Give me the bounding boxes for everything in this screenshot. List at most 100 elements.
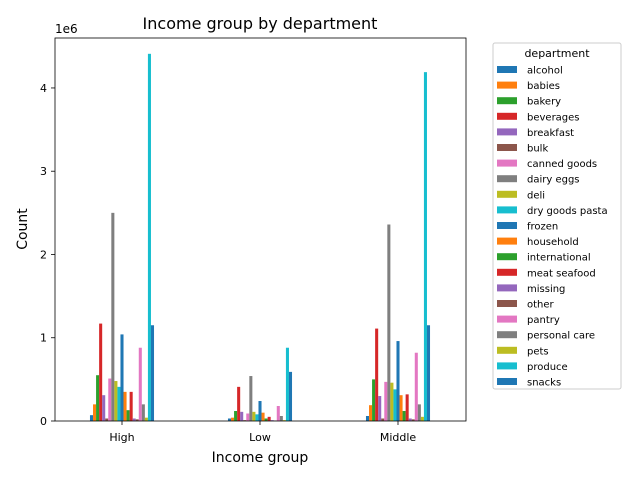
bar — [258, 401, 262, 421]
bar — [279, 416, 283, 421]
bars-group — [89, 53, 431, 421]
legend-swatch — [497, 253, 517, 261]
x-tick-label: High — [109, 431, 134, 444]
legend-swatch — [497, 284, 517, 292]
legend-label: breakfast — [527, 128, 574, 139]
legend-label: missing — [527, 284, 565, 295]
legend-item: frozen — [497, 222, 558, 233]
legend: department alcohol babies bakery beverages b… — [492, 42, 622, 390]
bar — [141, 404, 145, 421]
x-axis-label: Income group — [212, 450, 309, 466]
bar — [375, 328, 379, 421]
legend-swatch — [497, 175, 517, 183]
legend-title: department — [524, 47, 590, 60]
chart-title: Income group by department — [143, 14, 378, 33]
legend-label: bulk — [527, 144, 548, 155]
bar — [390, 382, 394, 421]
bar — [114, 381, 118, 421]
x-tick-label: Low — [249, 431, 271, 444]
bar — [132, 418, 136, 421]
bar — [150, 325, 155, 421]
bar — [105, 418, 109, 421]
bar — [267, 416, 271, 421]
legend-item: beverages — [497, 112, 580, 123]
legend-swatch — [497, 97, 517, 105]
bar — [393, 389, 397, 421]
bar — [414, 352, 418, 421]
legend-item: pets — [497, 346, 549, 357]
bar — [399, 395, 403, 421]
bar — [252, 411, 256, 421]
legend-item: produce — [497, 362, 568, 373]
bar — [231, 417, 235, 421]
bar — [99, 323, 103, 421]
bar — [138, 347, 142, 421]
legend-label: canned goods — [527, 159, 597, 170]
bar — [246, 413, 250, 421]
legend-label: dairy eggs — [527, 175, 580, 186]
bar — [240, 411, 244, 421]
legend-swatch — [497, 222, 517, 229]
legend-item: bulk — [497, 144, 548, 155]
legend-swatch — [497, 315, 517, 323]
bar — [396, 341, 400, 421]
y-tick-label: 4 — [40, 82, 47, 95]
y-axis: 0 1 2 3 4 — [40, 82, 55, 428]
bar — [372, 379, 376, 421]
legend-label: frozen — [527, 222, 558, 233]
y-scale-label: 1e6 — [55, 22, 78, 36]
legend-label: household — [527, 237, 579, 248]
legend-item: alcohol — [497, 66, 563, 77]
legend-label: pantry — [527, 315, 560, 326]
bar — [423, 72, 427, 421]
bar — [147, 53, 151, 421]
y-tick-label: 2 — [40, 248, 47, 261]
bar — [249, 376, 253, 421]
legend-swatch — [497, 112, 517, 120]
plot-frame — [54, 37, 467, 422]
legend-item: babies — [497, 81, 560, 92]
bar — [255, 414, 259, 421]
legend-item: meat seafood — [497, 268, 596, 279]
legend-label: personal care — [527, 331, 595, 342]
legend-swatch — [497, 144, 517, 151]
bar — [89, 415, 94, 421]
y-tick-label: 0 — [40, 415, 47, 428]
bar — [417, 404, 421, 421]
legend-label: other — [527, 300, 555, 311]
legend-swatch — [497, 300, 517, 307]
legend-item: missing — [497, 284, 565, 295]
bar — [120, 334, 124, 421]
bar — [93, 404, 97, 421]
bar — [135, 419, 139, 421]
bar — [420, 416, 424, 421]
legend-swatch — [497, 206, 517, 214]
y-tick-label: 1 — [40, 332, 47, 345]
legend-frame — [492, 42, 622, 390]
legend-swatch — [497, 378, 517, 385]
legend-item: personal care — [497, 331, 595, 342]
bar — [384, 381, 388, 421]
legend-item: other — [497, 300, 555, 311]
bar — [270, 420, 274, 421]
legend-item: dry goods pasta — [497, 206, 608, 217]
legend-swatch — [497, 159, 517, 167]
bar — [123, 391, 127, 421]
legend-item: bakery — [497, 97, 561, 108]
bar — [261, 412, 265, 421]
legend-item: pantry — [497, 315, 560, 326]
bar — [264, 418, 268, 421]
legend-label: snacks — [527, 378, 561, 389]
bar — [144, 417, 148, 421]
bar — [129, 391, 133, 421]
y-tick-label: 3 — [40, 165, 47, 178]
legend-label: produce — [527, 362, 568, 373]
legend-item: dairy eggs — [497, 175, 580, 186]
legend-item: snacks — [497, 378, 561, 389]
legend-label: babies — [527, 81, 560, 92]
bar — [408, 418, 412, 421]
bar — [378, 396, 382, 421]
bar — [405, 394, 409, 421]
bar — [285, 347, 289, 421]
legend-label: alcohol — [527, 66, 563, 77]
